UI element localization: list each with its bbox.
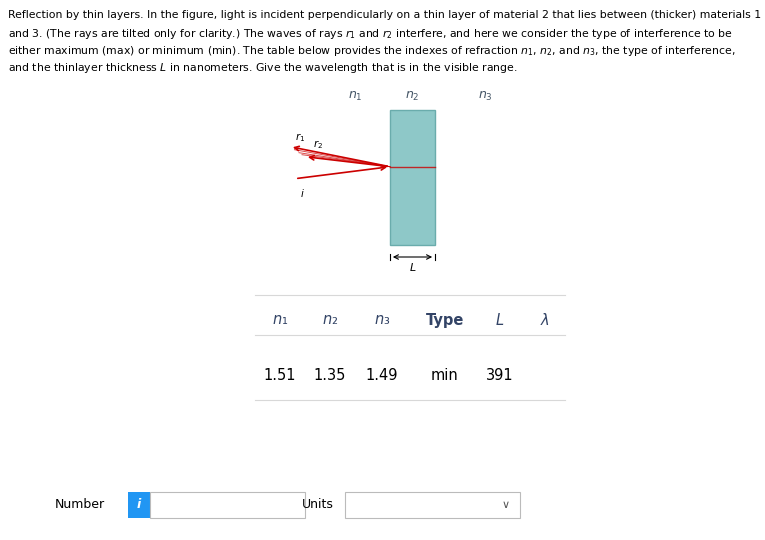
Bar: [150, 492, 305, 518]
Text: $n₁$: $n₁$: [272, 313, 288, 327]
Text: 391: 391: [487, 368, 514, 382]
Bar: [390, 110, 435, 245]
Bar: [345, 492, 520, 518]
Text: 1.35: 1.35: [314, 368, 347, 382]
Text: $n_1$: $n_1$: [347, 90, 363, 103]
Text: $L$: $L$: [496, 312, 505, 328]
Text: $λ$: $λ$: [540, 312, 550, 328]
Text: Number: Number: [55, 498, 105, 511]
Text: Type: Type: [426, 313, 464, 327]
Text: $n₃$: $n₃$: [374, 313, 390, 327]
Bar: [128, 492, 150, 518]
Text: $L$: $L$: [409, 261, 416, 273]
Text: $i$: $i$: [300, 187, 304, 199]
Text: $n_3$: $n_3$: [477, 90, 493, 103]
Text: and the thinlayer thickness $L$ in nanometers. Give the wavelength that is in th: and the thinlayer thickness $L$ in nanom…: [8, 61, 518, 75]
Text: i: i: [137, 498, 141, 511]
Text: $r_1$: $r_1$: [295, 131, 305, 144]
Text: ∨: ∨: [502, 500, 510, 510]
Text: either maximum (max) or minimum (min). The table below provides the indexes of r: either maximum (max) or minimum (min). T…: [8, 44, 735, 58]
Text: Units: Units: [302, 498, 334, 511]
Text: 1.51: 1.51: [264, 368, 296, 382]
Text: Reflection by thin layers. In the figure, light is incident perpendicularly on a: Reflection by thin layers. In the figure…: [8, 10, 761, 20]
Text: $r_2$: $r_2$: [313, 138, 323, 151]
Text: 1.49: 1.49: [366, 368, 399, 382]
Text: $n_2$: $n_2$: [405, 90, 420, 103]
Text: and 3. (The rays are tilted only for clarity.) The waves of rays $r_1$ and $r_2$: and 3. (The rays are tilted only for cla…: [8, 27, 733, 41]
Text: min: min: [431, 368, 459, 382]
Text: $n₂$: $n₂$: [322, 313, 338, 327]
